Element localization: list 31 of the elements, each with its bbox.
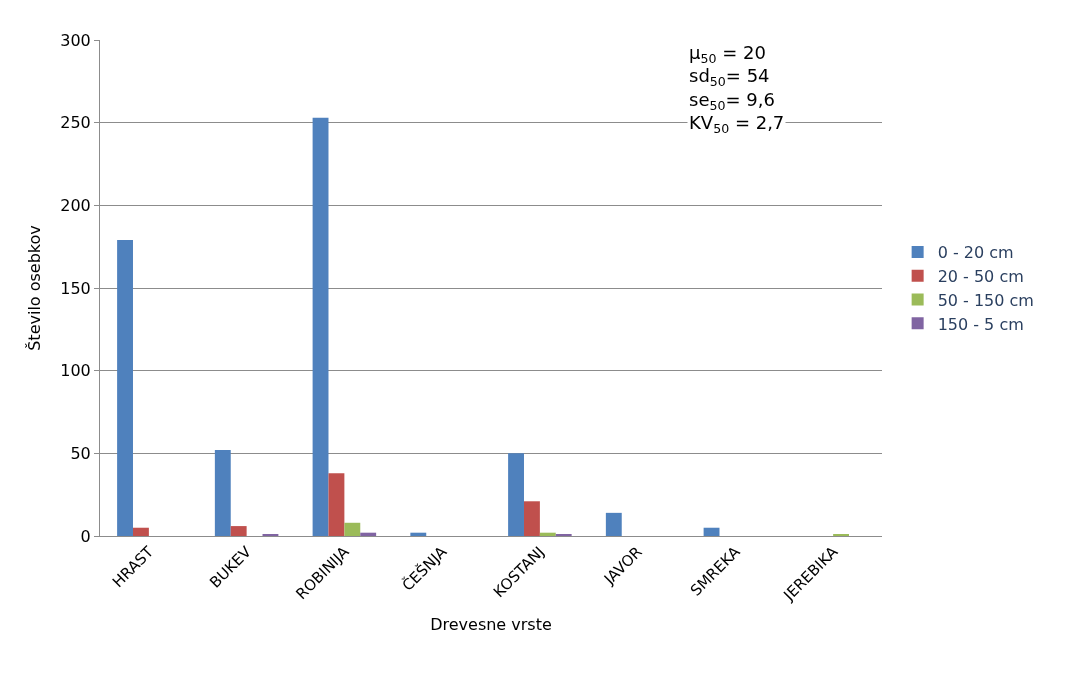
legend-label: 20 - 50 cm — [937, 266, 1024, 286]
bar — [214, 450, 231, 536]
y-tick-label: 50 — [70, 443, 91, 463]
annotation: KV$_{50}$ = 2,7 — [689, 112, 785, 136]
bar — [703, 527, 720, 536]
x-axis-title: Drevesne vrste — [430, 615, 552, 635]
bar — [312, 117, 329, 536]
bar — [328, 473, 345, 536]
annotation: sd$_{50}$= 54 — [689, 65, 770, 90]
y-tick-label: 150 — [60, 278, 91, 298]
bar — [508, 453, 524, 536]
bar — [117, 240, 133, 536]
bar — [410, 532, 427, 536]
legend-label: 150 - 5 cm — [937, 314, 1024, 334]
bar — [230, 526, 247, 536]
y-tick-label: 250 — [60, 113, 91, 133]
bar — [132, 527, 149, 536]
annotation: μ$_{50}$ = 20 — [689, 42, 766, 66]
bar — [605, 512, 622, 536]
bar — [523, 501, 540, 536]
y-axis-title: Število osebkov — [25, 225, 45, 351]
y-tick-label: 100 — [60, 361, 91, 381]
y-tick-label: 200 — [60, 195, 91, 215]
annotation: se$_{50}$= 9,6 — [689, 88, 775, 113]
bar — [360, 532, 377, 536]
bar — [539, 532, 556, 536]
y-tick-label: 0 — [80, 526, 91, 546]
legend-label: 0 - 20 cm — [937, 243, 1014, 263]
bar — [344, 522, 361, 536]
y-tick-label: 300 — [60, 30, 91, 50]
legend-label: 50 - 150 cm — [937, 290, 1034, 310]
